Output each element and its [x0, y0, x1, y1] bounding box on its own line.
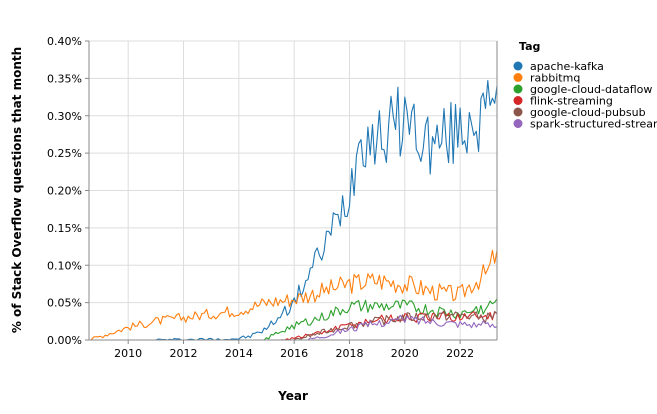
y-axis-title: % of Stack Overflow questions that month	[10, 47, 24, 333]
legend-swatch-rabbitmq	[514, 73, 523, 82]
legend-swatch-spark-structured-streaming	[514, 119, 523, 128]
x-tick-label: 2010	[114, 347, 142, 360]
y-tick-label: 0.00%	[47, 334, 82, 347]
axis-labels: 0.00% 0.05% 0.10% 0.15% 0.20% 0.25% 0.30% 0.35%…	[47, 35, 474, 360]
x-tick-label: 2018	[335, 347, 363, 360]
x-tick-label: 2020	[391, 347, 419, 360]
legend-label-spark-structured-streaming: spark-structured-streaming	[530, 118, 657, 131]
x-tick-label: 2012	[170, 347, 198, 360]
series-lines	[89, 81, 497, 341]
y-tick-label: 0.25%	[47, 147, 82, 160]
legend-swatch-flink-streaming	[514, 96, 523, 105]
y-tick-label: 0.20%	[47, 185, 82, 198]
legend: Tag apache-kafkarabbitmqgoogle-cloud-dat…	[514, 40, 657, 131]
y-tick-label: 0.40%	[47, 35, 82, 48]
y-tick-label: 0.35%	[47, 72, 82, 85]
legend-title: Tag	[519, 40, 540, 53]
y-tick-label: 0.15%	[47, 222, 82, 235]
y-tick-label: 0.05%	[47, 297, 82, 310]
gridlines	[89, 41, 497, 340]
legend-swatch-google-cloud-dataflow	[514, 85, 523, 94]
series-line-apache-kafka	[156, 81, 497, 341]
x-tick-label: 2022	[446, 347, 474, 360]
y-tick-label: 0.30%	[47, 110, 82, 123]
x-tick-label: 2016	[280, 347, 308, 360]
legend-swatch-google-cloud-pubsub	[514, 108, 523, 117]
x-tick-label: 2014	[225, 347, 253, 360]
legend-swatch-apache-kafka	[514, 62, 523, 71]
y-tick-label: 0.10%	[47, 259, 82, 272]
x-axis-title: Year	[277, 389, 308, 403]
axes	[85, 41, 497, 344]
